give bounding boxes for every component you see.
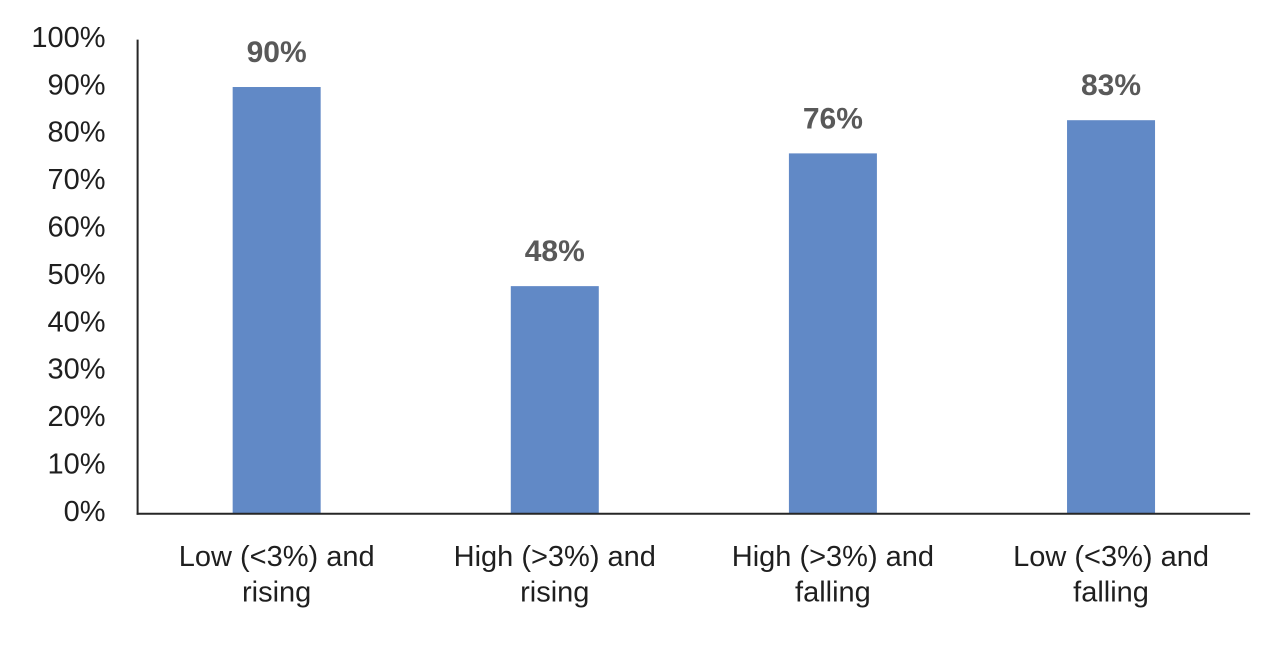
bar	[788, 153, 877, 514]
x-axis-category-label: Low (<3%) and rising	[179, 541, 375, 609]
y-axis-tick-label: 60%	[47, 211, 105, 243]
x-axis-category-label-line: High (>3%) and	[732, 541, 934, 573]
x-axis-category-label-line: rising	[520, 577, 589, 609]
y-axis-tick-label: 100%	[31, 22, 105, 54]
bar	[232, 87, 321, 514]
y-axis-tick-label: 70%	[47, 164, 105, 196]
x-axis-category-label-line: falling	[795, 577, 871, 609]
bar-data-label: 90%	[247, 36, 307, 69]
bar-data-label: 83%	[1081, 69, 1141, 102]
bar	[510, 286, 599, 514]
x-axis-category-label-line: rising	[242, 577, 311, 609]
x-axis-category-label: Low (<3%) and falling	[1013, 541, 1209, 609]
bar	[1067, 120, 1156, 514]
y-axis-tick-label: 50%	[47, 259, 105, 291]
x-axis-category-label-line: Low (<3%) and	[1013, 541, 1209, 573]
bar-data-label: 48%	[525, 235, 585, 268]
y-axis-tick-label: 10%	[47, 449, 105, 481]
x-axis-category-label-line: falling	[1073, 577, 1149, 609]
x-axis-category-label: High (>3%) and falling	[732, 541, 934, 609]
y-axis-tick-label: 80%	[47, 117, 105, 149]
y-axis-tick-label: 30%	[47, 354, 105, 386]
x-axis-category-label: High (>3%) and rising	[454, 541, 656, 609]
x-axis-category-label-line: High (>3%) and	[454, 541, 656, 573]
x-axis-category-label-line: Low (<3%) and	[179, 541, 375, 573]
y-axis-tick-label: 90%	[47, 69, 105, 101]
y-axis-tick-label: 0%	[64, 496, 106, 528]
bar-data-label: 76%	[803, 102, 863, 135]
y-axis-tick-label: 20%	[47, 401, 105, 433]
y-axis-tick-label: 40%	[47, 306, 105, 338]
